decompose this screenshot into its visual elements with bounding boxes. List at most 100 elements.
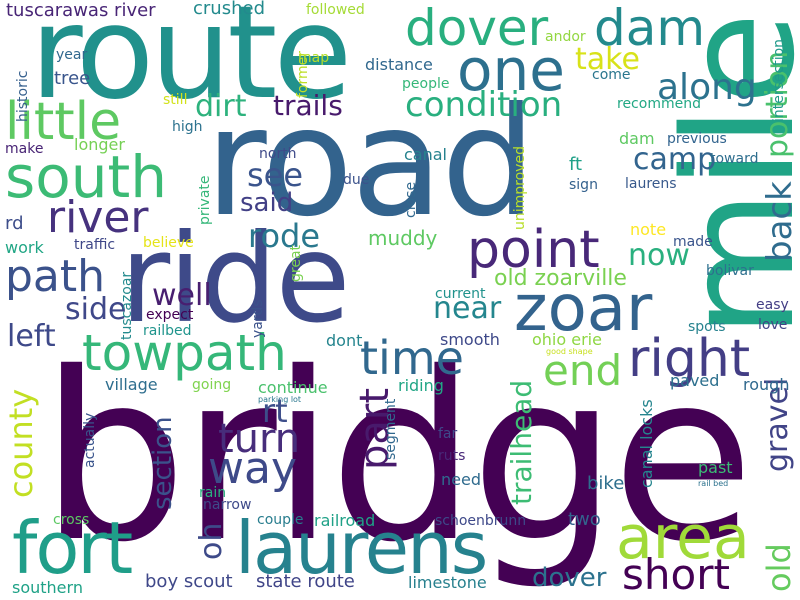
word-ohio-erie: ohio erie bbox=[532, 330, 602, 349]
word-state-route: state route bbox=[256, 571, 355, 592]
word-southern: southern bbox=[12, 578, 83, 597]
word-rail-bed: rail bed bbox=[698, 479, 729, 488]
word-village: village bbox=[105, 375, 158, 394]
word-canal-locks: canal locks bbox=[637, 399, 656, 488]
word-route: route bbox=[30, 0, 352, 128]
word-oh: oh bbox=[194, 522, 229, 560]
word-unimproved: unimproved bbox=[512, 146, 528, 230]
word-rough: rough bbox=[743, 375, 790, 394]
word-ruts: ruts bbox=[438, 448, 466, 464]
word-narrow: narrow bbox=[203, 497, 252, 513]
word-made: made bbox=[673, 234, 713, 250]
word-sign: sign bbox=[569, 177, 598, 193]
word-smooth: smooth bbox=[440, 330, 500, 349]
word-ride: ride bbox=[120, 208, 351, 350]
word-near: near bbox=[433, 291, 502, 326]
word-toward: toward bbox=[710, 151, 759, 167]
word-parking-lot: parking lot bbox=[258, 395, 302, 404]
word-distance: distance bbox=[365, 55, 433, 74]
word-far: far bbox=[438, 426, 458, 442]
word-tree: tree bbox=[54, 68, 91, 89]
word-love: love bbox=[758, 317, 788, 333]
word-little: little bbox=[5, 92, 122, 152]
word-dirt: dirt bbox=[195, 89, 247, 124]
word-north: north bbox=[259, 146, 297, 162]
word-past: past bbox=[698, 458, 733, 477]
word-schoenbrunn: schoenbrunn bbox=[435, 513, 527, 529]
word-historic: historic bbox=[15, 70, 31, 122]
word-along: along bbox=[657, 67, 757, 108]
word-yards: yards bbox=[250, 299, 266, 338]
word-believe: believe bbox=[143, 235, 194, 251]
word-current: current bbox=[435, 286, 486, 302]
word-road: road bbox=[205, 76, 536, 250]
word-come: come bbox=[592, 67, 631, 83]
word-segment: segment bbox=[383, 398, 399, 460]
word-see: see bbox=[247, 156, 304, 194]
word-bike: bike bbox=[587, 473, 625, 494]
word-going: going bbox=[192, 377, 232, 393]
word-need: need bbox=[441, 470, 481, 489]
word-condition: condition bbox=[405, 85, 563, 125]
word-rt: rt bbox=[262, 392, 288, 430]
word-south: south bbox=[5, 143, 167, 211]
word-bridge: bridge bbox=[40, 323, 754, 593]
word-side: side bbox=[65, 292, 127, 327]
word-note: note bbox=[630, 220, 667, 239]
word-previous: previous bbox=[667, 131, 727, 147]
word-section: section bbox=[148, 416, 178, 510]
word-high: high bbox=[172, 119, 203, 135]
word-people: people bbox=[402, 76, 450, 92]
word-rain: rain bbox=[199, 485, 227, 501]
word-old: old bbox=[760, 543, 798, 592]
word-recommend: recommend bbox=[617, 96, 701, 112]
word-right: right bbox=[628, 329, 751, 389]
word-make: make bbox=[5, 141, 44, 157]
word-due: due bbox=[343, 172, 370, 188]
word-limestone: limestone bbox=[408, 573, 487, 592]
word-rode: rode bbox=[248, 217, 321, 255]
word-private: private bbox=[197, 175, 213, 226]
word-tuscarawas-river: tuscarawas river bbox=[6, 0, 156, 21]
word-laurens-small: laurens bbox=[625, 176, 677, 192]
word-ft: ft bbox=[569, 154, 583, 175]
word-tuscazoar: tuscazoar bbox=[119, 271, 135, 340]
word-dam-small: dam bbox=[619, 129, 655, 148]
word-longer: longer bbox=[74, 135, 125, 154]
word-easy: easy bbox=[756, 297, 789, 313]
word-well: well bbox=[152, 278, 212, 313]
word-good-shape: good shape bbox=[546, 347, 593, 356]
word-traffic: traffic bbox=[74, 237, 116, 253]
word-rd: rd bbox=[5, 213, 24, 234]
word-work: work bbox=[5, 238, 44, 257]
word-turn: turn bbox=[218, 416, 301, 462]
word-point: point bbox=[467, 220, 600, 280]
word-way: way bbox=[208, 443, 297, 494]
word-left: left bbox=[7, 319, 56, 354]
word-towpath: towpath bbox=[82, 324, 287, 382]
word-two: two bbox=[568, 509, 601, 530]
word-zoar: zoar bbox=[514, 272, 653, 346]
word-former: former bbox=[295, 50, 311, 98]
word-paved: paved bbox=[670, 371, 720, 390]
word-dont: dont bbox=[326, 331, 363, 350]
word-canal: canal bbox=[404, 145, 447, 164]
word-camp: camp bbox=[633, 142, 717, 177]
word-expect: expect bbox=[146, 307, 194, 323]
word-dam: dam bbox=[594, 0, 706, 57]
word-path: path bbox=[5, 251, 106, 302]
word-bolivar: bolivar bbox=[706, 263, 754, 279]
word-followed: followed bbox=[306, 2, 365, 18]
word-fort: fort bbox=[12, 506, 133, 590]
word-old-zoarville: old zoarville bbox=[494, 266, 627, 291]
word-end: end bbox=[543, 346, 623, 395]
word-great: great bbox=[288, 244, 304, 282]
word-river: river bbox=[47, 192, 149, 243]
word-dover: dover bbox=[405, 0, 549, 57]
word-continue: continue bbox=[258, 378, 328, 397]
word-crushed: crushed bbox=[193, 0, 265, 19]
word-area: area bbox=[616, 503, 750, 573]
word-said: said bbox=[240, 188, 294, 218]
word-short: short bbox=[622, 550, 730, 599]
